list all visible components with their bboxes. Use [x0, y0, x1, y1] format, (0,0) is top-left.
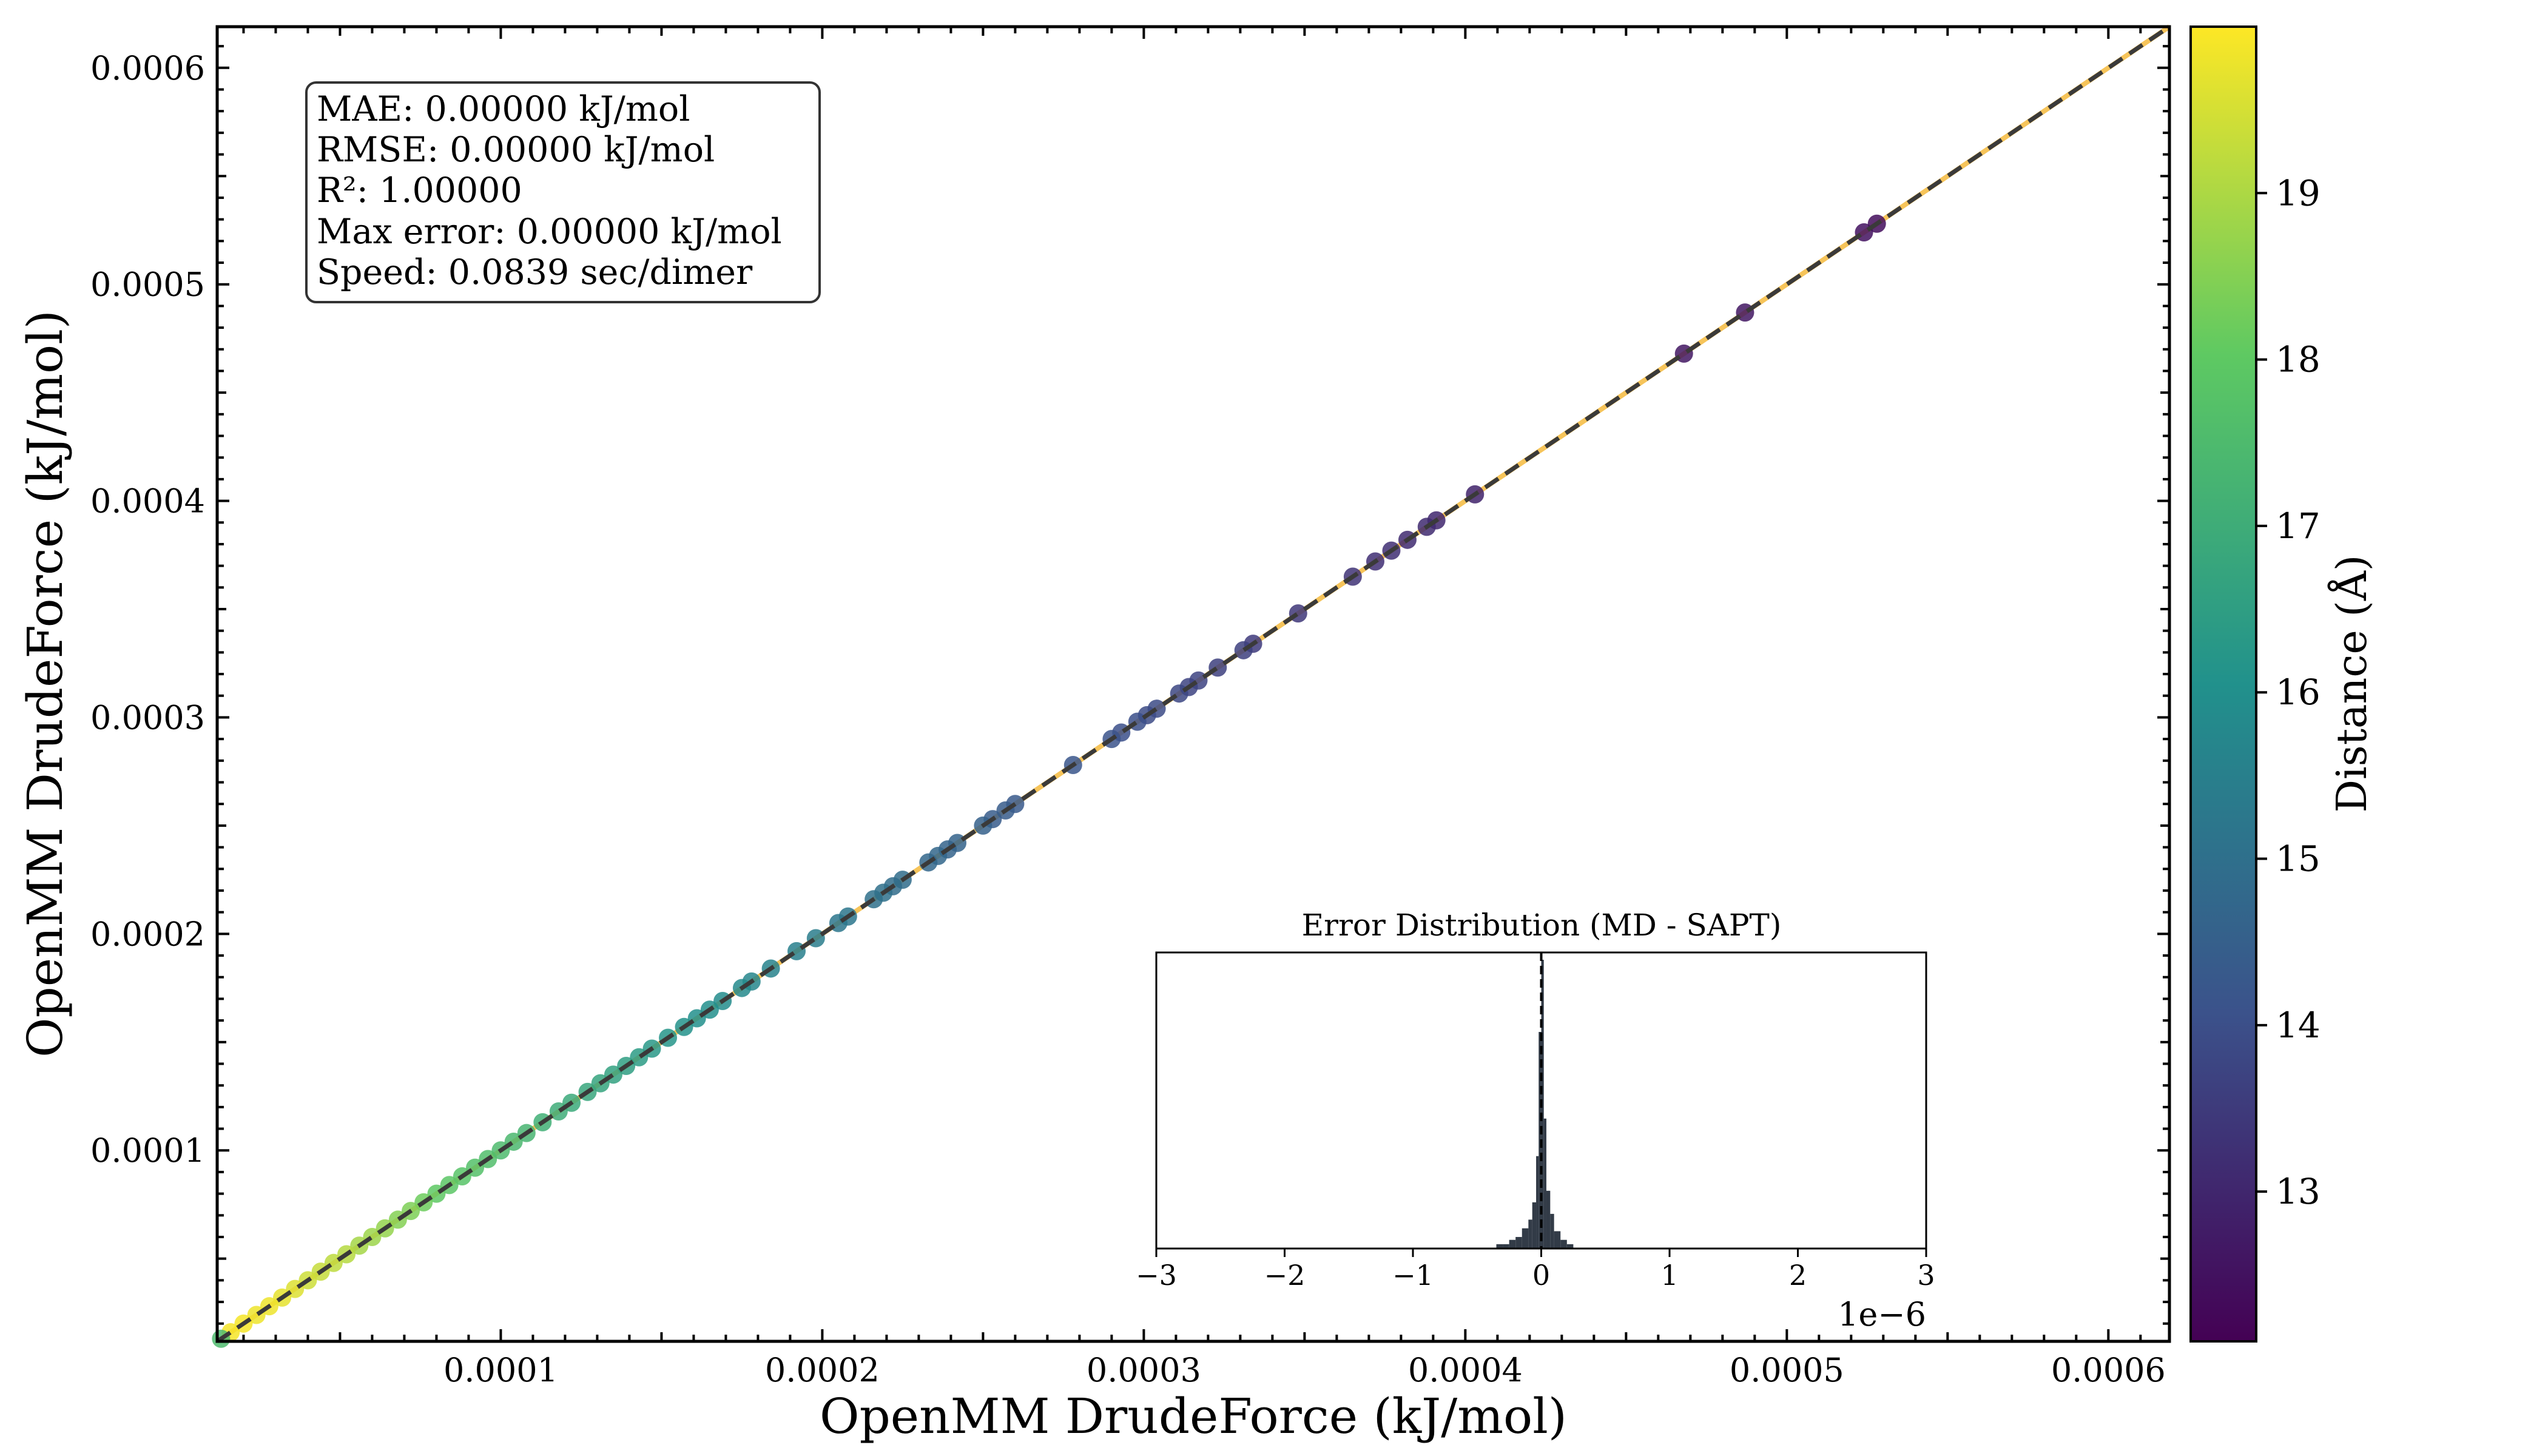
reference-line-layer	[216, 25, 2171, 1343]
histogram-bar	[1539, 1032, 1542, 1249]
histogram-bar	[1550, 1213, 1554, 1249]
inset-tick-layer: −3 −2 −1 0 1 2 3	[1136, 1249, 1935, 1292]
inset-tick-label: 1	[1660, 1259, 1678, 1292]
y-tick-label: 0.0005	[90, 266, 205, 304]
stats-box: MAE: 0.00000 kJ/mol RMSE: 0.00000 kJ/mol…	[305, 81, 821, 303]
inset-tick-label: 2	[1789, 1259, 1807, 1292]
tick-layer: 0.0001 0.0002 0.0003 0.0004 0.0005 0.0006 0.00…	[90, 27, 2169, 1389]
histogram-bar	[1541, 960, 1544, 1249]
colorbar-tick-label: 13	[2276, 1171, 2320, 1212]
histogram-bar	[1566, 1244, 1574, 1249]
inset-histogram: −3 −2 −1 0 1 2 3 Error Distribution (MD - SAPT…	[1136, 908, 1935, 1333]
histogram-bar	[1560, 1239, 1567, 1249]
y-axis-label: OpenMM DrudeForce (kJ/mol)	[17, 310, 73, 1057]
histogram-bar	[1528, 1219, 1532, 1249]
x-tick-label: 0.0006	[2051, 1351, 2166, 1389]
y-tick-label: 0.0003	[90, 698, 205, 736]
colorbar-tick-label: 17	[2276, 505, 2320, 547]
y-tick-label: 0.0004	[90, 482, 205, 521]
histogram-bar	[1496, 1244, 1503, 1249]
histogram-bar	[1543, 1118, 1546, 1249]
plot-frame	[215, 25, 2171, 1343]
stats-speed: Speed: 0.0839 sec/dimer	[317, 252, 753, 292]
colorbar-tick-label: 18	[2276, 339, 2320, 380]
histogram-bar	[1532, 1202, 1537, 1249]
stats-rmse: RMSE: 0.00000 kJ/mol	[317, 130, 715, 170]
histogram-bar	[1515, 1236, 1522, 1249]
histogram-bar	[1503, 1244, 1509, 1249]
x-tick-label: 0.0003	[1087, 1351, 1201, 1389]
colorbar-frame	[2189, 25, 2257, 1343]
x-tick-label: 0.0001	[443, 1351, 558, 1389]
histogram-bar	[1546, 1190, 1551, 1249]
x-tick-label: 0.0002	[765, 1351, 880, 1389]
inset-title: Error Distribution (MD - SAPT)	[1302, 908, 1782, 943]
inset-tick-label: −1	[1392, 1259, 1434, 1292]
inset-bars	[1496, 960, 1574, 1249]
inset-offset-label: 1e−6	[1838, 1295, 1926, 1333]
y-tick-label: 0.0006	[90, 49, 205, 87]
inset-tick-label: −2	[1264, 1259, 1306, 1292]
main-plot: 0.0001 0.0002 0.0003 0.0004 0.0005 0.0006 0.00…	[90, 24, 2171, 1389]
stats-max-error: Max error: 0.00000 kJ/mol	[317, 212, 782, 252]
histogram-bar	[1509, 1239, 1516, 1249]
colorbar-tick-label: 16	[2276, 672, 2320, 713]
colorbar-tick-label: 14	[2276, 1005, 2320, 1046]
histogram-bar	[1522, 1228, 1529, 1249]
x-tick-label: 0.0004	[1408, 1351, 1523, 1389]
colorbar-tick-label: 19	[2276, 172, 2320, 214]
y-tick-label: 0.0001	[90, 1131, 205, 1170]
colorbar-gradient	[2191, 27, 2256, 1341]
x-tick-label: 0.0005	[1730, 1351, 1844, 1389]
colorbar-label: Distance (Å)	[2328, 555, 2376, 813]
histogram-bar	[1536, 1156, 1539, 1249]
colorbar: 13 14 15 16 17 18 19 Distance (Å)	[2189, 25, 2376, 1343]
inset-tick-label: 3	[1917, 1259, 1935, 1292]
stats-r2: R²: 1.00000	[317, 170, 522, 211]
histogram-bar	[1554, 1231, 1561, 1249]
colorbar-tick-label: 15	[2276, 838, 2320, 880]
reference-line	[216, 25, 2171, 1343]
stats-box-frame	[305, 81, 821, 303]
colorbar-tick-layer: 13 14 15 16 17 18 19	[2256, 172, 2320, 1212]
x-axis-label: OpenMM DrudeForce (kJ/mol)	[820, 1388, 1567, 1444]
stats-mae: MAE: 0.00000 kJ/mol	[317, 89, 690, 129]
y-tick-label: 0.0002	[90, 915, 205, 953]
inset-tick-label: −3	[1136, 1259, 1177, 1292]
inset-tick-label: 0	[1532, 1259, 1550, 1292]
